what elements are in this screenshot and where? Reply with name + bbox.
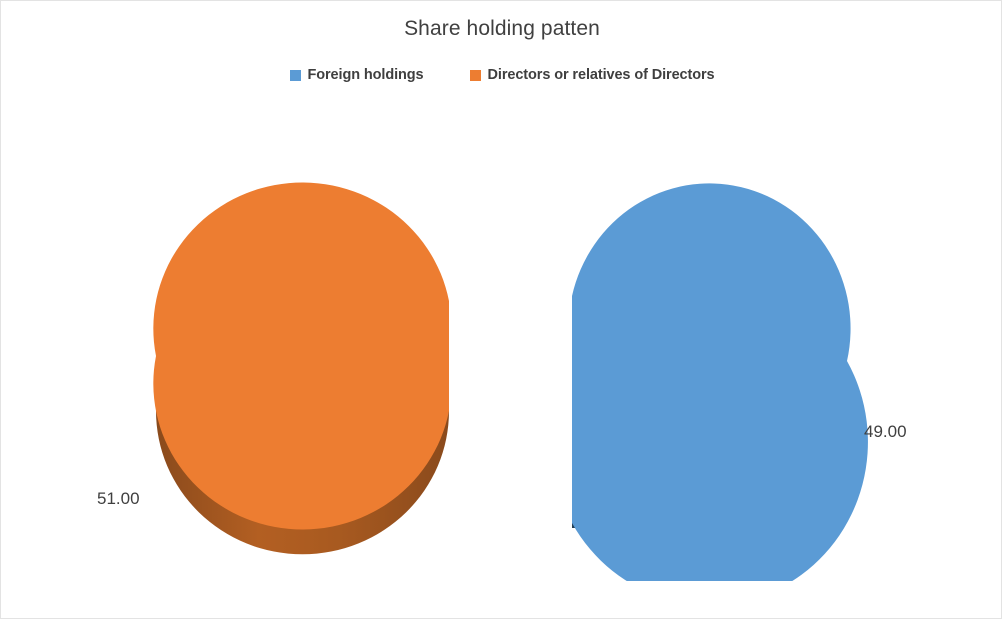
pie-slice-directors-or-relatives[interactable]	[153, 182, 449, 555]
chart-legend: Foreign holdings Directors or relatives …	[1, 67, 1001, 83]
legend-square-icon	[289, 69, 301, 81]
pie-slice-foreign-holdings[interactable]	[572, 183, 868, 581]
plot-area: 51.00 49.00	[1, 111, 1001, 581]
pie-slice-top-blue	[572, 183, 868, 581]
pie-slice-top-orange	[153, 182, 449, 530]
legend-item-directors-or-relatives[interactable]: Directors or relatives of Directors	[469, 67, 715, 83]
legend-item-foreign-holdings[interactable]: Foreign holdings	[289, 67, 424, 83]
data-label-directors-or-relatives: 51.00	[97, 489, 140, 508]
chart-title: Share holding patten	[404, 17, 600, 40]
pie-chart-graphic	[153, 182, 868, 581]
legend-square-icon	[469, 69, 481, 81]
legend-item-label: Directors or relatives of Directors	[487, 67, 715, 83]
legend-item-label: Foreign holdings	[307, 67, 424, 83]
data-label-foreign-holdings: 49.00	[864, 422, 907, 441]
